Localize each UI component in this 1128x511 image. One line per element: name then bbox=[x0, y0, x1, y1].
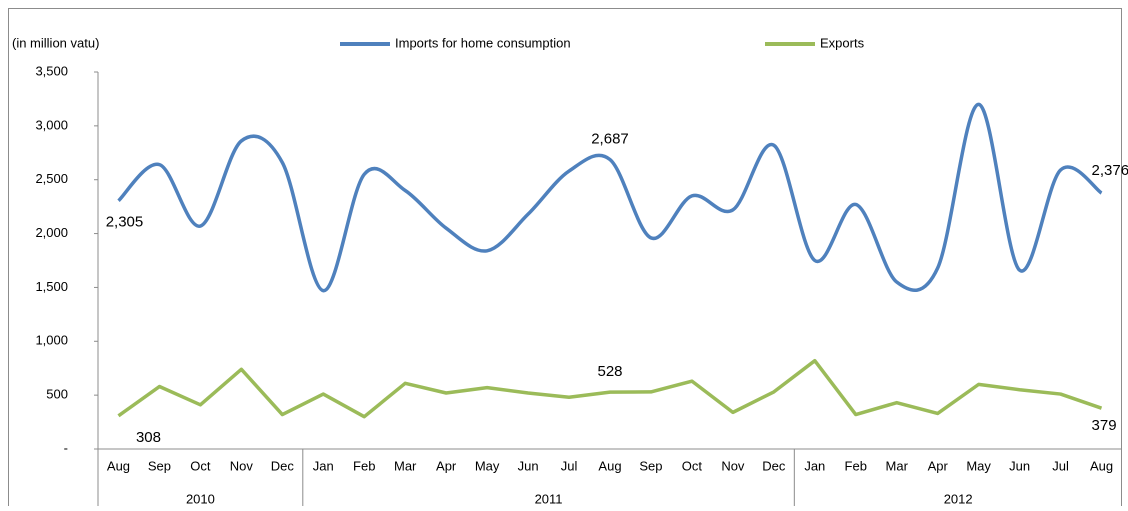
x-tick-label: Dec bbox=[762, 458, 786, 473]
y-tick-label: 2,000 bbox=[35, 225, 68, 240]
x-tick-label: Aug bbox=[598, 458, 621, 473]
data-label: 2,305 bbox=[106, 214, 144, 231]
data-label: 379 bbox=[1092, 417, 1117, 434]
x-tick-label: Jul bbox=[561, 458, 578, 473]
x-tick-label: Feb bbox=[845, 458, 867, 473]
x-tick-label: Jul bbox=[1052, 458, 1069, 473]
x-tick-label: Jan bbox=[804, 458, 825, 473]
x-tick-label: Oct bbox=[190, 458, 211, 473]
year-label: 2010 bbox=[186, 491, 215, 506]
x-tick-label: Mar bbox=[394, 458, 417, 473]
x-tick-label: May bbox=[966, 458, 991, 473]
x-tick-label: Apr bbox=[436, 458, 457, 473]
data-label: 2,376 bbox=[1092, 162, 1128, 179]
data-label: 528 bbox=[597, 363, 622, 380]
year-label: 2011 bbox=[535, 491, 563, 506]
y-tick-label: 1,500 bbox=[35, 279, 68, 294]
x-tick-label: Dec bbox=[271, 458, 295, 473]
series-line bbox=[117, 102, 1103, 293]
x-tick-label: Sep bbox=[639, 458, 662, 473]
x-tick-label: Apr bbox=[928, 458, 949, 473]
x-tick-label: Nov bbox=[230, 458, 254, 473]
data-label: 2,687 bbox=[591, 131, 629, 148]
y-axis-label: (in million vatu) bbox=[12, 35, 99, 50]
legend-label: Imports for home consumption bbox=[395, 35, 571, 50]
x-tick-label: Sep bbox=[148, 458, 171, 473]
series-line bbox=[117, 358, 1103, 419]
y-tick-label: 1,000 bbox=[35, 333, 68, 348]
x-tick-label: May bbox=[475, 458, 500, 473]
x-tick-label: Jun bbox=[518, 458, 539, 473]
x-tick-label: Oct bbox=[682, 458, 703, 473]
y-tick-label: - bbox=[64, 440, 68, 455]
x-tick-label: Feb bbox=[353, 458, 375, 473]
y-tick-label: 3,500 bbox=[35, 63, 68, 78]
chart-frame bbox=[8, 8, 1122, 511]
x-tick-label: Aug bbox=[107, 458, 130, 473]
x-tick-label: Aug bbox=[1090, 458, 1113, 473]
legend-label: Exports bbox=[820, 35, 865, 50]
year-label: 2012 bbox=[944, 491, 973, 506]
y-tick-label: 3,000 bbox=[35, 117, 68, 132]
data-label: 308 bbox=[136, 429, 161, 446]
y-tick-label: 500 bbox=[46, 387, 68, 402]
x-tick-label: Nov bbox=[721, 458, 745, 473]
x-tick-label: Jun bbox=[1009, 458, 1030, 473]
x-tick-label: Mar bbox=[886, 458, 909, 473]
x-tick-label: Jan bbox=[313, 458, 334, 473]
y-tick-label: 2,500 bbox=[35, 171, 68, 186]
